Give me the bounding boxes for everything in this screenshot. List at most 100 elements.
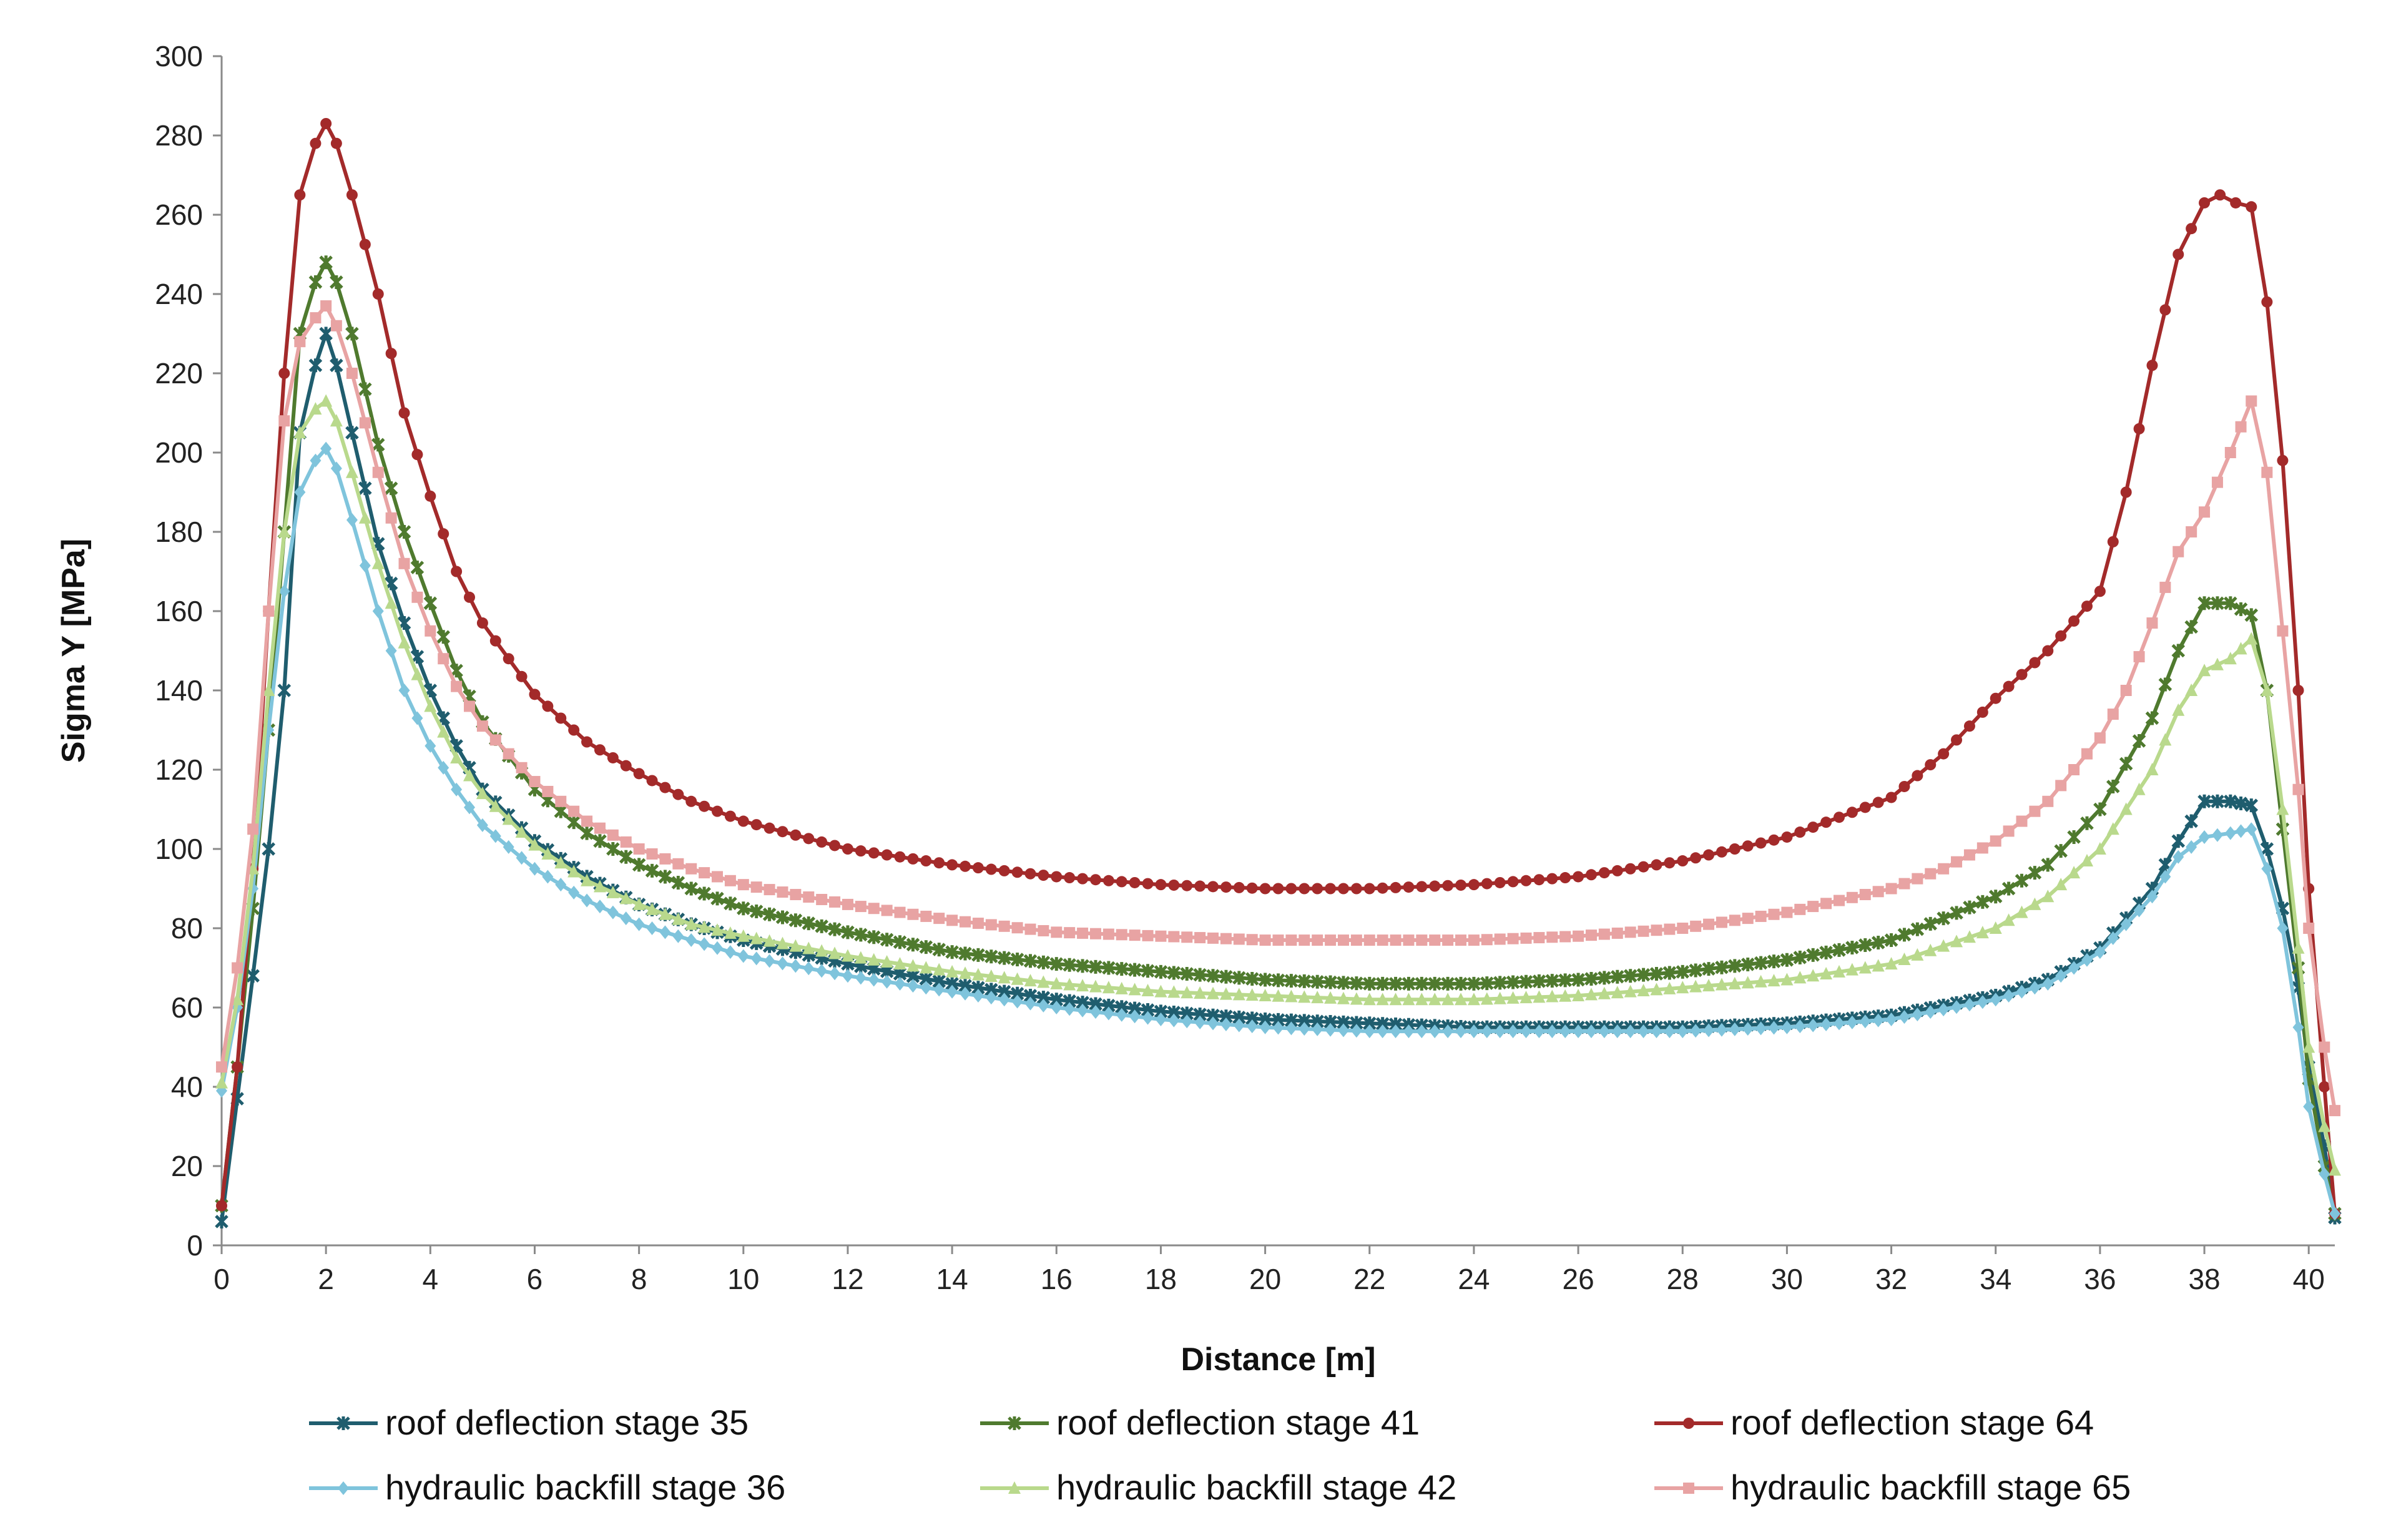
data-point bbox=[2292, 685, 2304, 696]
data-point bbox=[633, 768, 645, 780]
data-point bbox=[568, 724, 580, 736]
data-point bbox=[646, 902, 659, 915]
data-point bbox=[2146, 763, 2159, 775]
data-point bbox=[1480, 992, 1493, 1005]
data-point bbox=[541, 846, 554, 860]
data-point bbox=[1194, 1015, 1206, 1029]
data-point bbox=[1024, 996, 1036, 1011]
data-point bbox=[359, 558, 371, 572]
data-point bbox=[855, 845, 867, 857]
data-point bbox=[309, 402, 322, 415]
x-tick-label: 12 bbox=[832, 1263, 863, 1295]
data-point bbox=[2133, 651, 2145, 663]
data-point bbox=[1337, 976, 1350, 990]
data-point bbox=[2329, 1163, 2341, 1176]
data-point bbox=[1350, 976, 1363, 991]
data-point bbox=[972, 988, 984, 1003]
data-point bbox=[1312, 883, 1323, 895]
data-point bbox=[2001, 881, 2016, 896]
data-point bbox=[1742, 1022, 1754, 1036]
data-point bbox=[632, 858, 646, 872]
data-point bbox=[464, 591, 476, 603]
data-point bbox=[1102, 981, 1115, 994]
data-point bbox=[425, 738, 436, 753]
data-point bbox=[829, 840, 841, 851]
data-point bbox=[425, 490, 436, 502]
data-point bbox=[438, 760, 449, 775]
data-point bbox=[1910, 922, 1925, 936]
data-point bbox=[594, 900, 606, 914]
data-point bbox=[319, 255, 333, 270]
data-point bbox=[1089, 959, 1102, 974]
data-point bbox=[1128, 983, 1141, 996]
data-point bbox=[1950, 934, 1963, 948]
data-point bbox=[1598, 928, 1610, 940]
data-point bbox=[1598, 867, 1610, 879]
x-tick-label: 38 bbox=[2188, 1263, 2220, 1295]
data-point bbox=[1925, 1005, 1937, 1019]
data-point bbox=[1715, 960, 1729, 974]
data-point bbox=[1285, 883, 1297, 895]
data-point bbox=[1650, 983, 1663, 996]
data-point bbox=[1702, 979, 1716, 992]
data-point bbox=[842, 898, 853, 910]
data-point bbox=[2016, 984, 2028, 999]
data-point bbox=[1598, 986, 1611, 999]
data-point bbox=[855, 901, 867, 913]
data-point bbox=[1924, 943, 1937, 956]
legend-item: roof deflection stage 35 bbox=[309, 1403, 749, 1442]
data-point bbox=[750, 931, 763, 944]
data-point bbox=[2277, 625, 2289, 637]
data-point bbox=[1963, 998, 1975, 1012]
data-point bbox=[2159, 870, 2171, 884]
data-point bbox=[1963, 930, 1976, 943]
data-point bbox=[971, 968, 984, 981]
data-point bbox=[516, 762, 528, 773]
data-point bbox=[1480, 976, 1494, 991]
data-point bbox=[2329, 1105, 2340, 1117]
data-point bbox=[397, 525, 411, 539]
data-point bbox=[619, 850, 633, 864]
y-tick-label: 140 bbox=[155, 674, 203, 707]
data-point bbox=[1923, 916, 1938, 931]
data-point bbox=[1912, 1008, 1923, 1022]
data-point bbox=[803, 891, 815, 903]
data-point bbox=[1350, 883, 1362, 895]
data-point bbox=[346, 189, 358, 201]
data-point bbox=[1585, 929, 1597, 941]
data-point bbox=[320, 117, 332, 129]
data-point bbox=[1559, 1024, 1571, 1039]
data-point bbox=[2068, 764, 2080, 775]
data-point bbox=[1011, 922, 1023, 934]
data-point bbox=[489, 829, 501, 843]
data-point bbox=[1585, 869, 1597, 881]
data-point bbox=[1142, 929, 1154, 941]
data-point bbox=[776, 936, 789, 949]
data-point bbox=[1963, 849, 1975, 861]
data-point bbox=[2081, 953, 2093, 967]
data-point bbox=[555, 712, 567, 724]
data-point bbox=[672, 788, 684, 800]
data-point bbox=[411, 667, 424, 680]
data-point bbox=[1063, 978, 1076, 991]
x-axis-title: Distance [m] bbox=[1181, 1341, 1375, 1378]
data-point bbox=[933, 963, 946, 976]
data-point bbox=[2146, 890, 2158, 904]
data-point bbox=[1167, 985, 1181, 998]
data-point bbox=[1976, 895, 1990, 909]
data-point bbox=[2173, 546, 2184, 557]
data-point bbox=[372, 466, 384, 478]
data-point bbox=[2016, 815, 2028, 827]
data-point bbox=[2094, 732, 2106, 744]
data-point bbox=[594, 822, 606, 834]
data-point bbox=[1442, 1024, 1454, 1039]
data-point bbox=[1636, 968, 1651, 982]
data-point bbox=[1611, 986, 1624, 999]
x-tick-label: 20 bbox=[1249, 1263, 1281, 1295]
data-point bbox=[2224, 447, 2236, 458]
data-point bbox=[2211, 657, 2224, 670]
data-point bbox=[789, 939, 802, 952]
series-line bbox=[220, 122, 2337, 1214]
data-point bbox=[1220, 933, 1232, 944]
data-point bbox=[2003, 680, 2015, 692]
